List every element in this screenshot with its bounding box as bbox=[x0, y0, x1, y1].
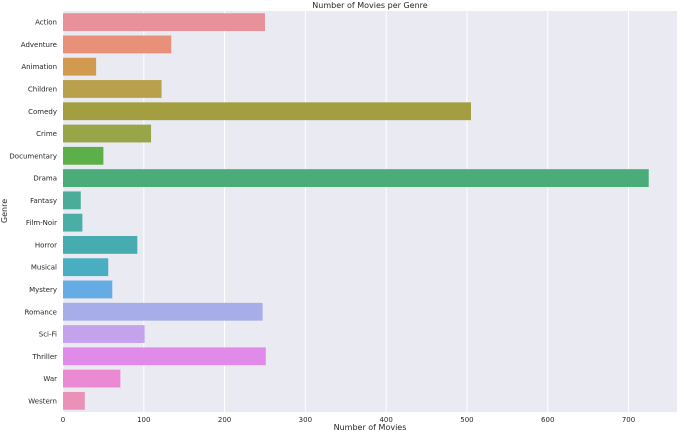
y-tick-label: Action bbox=[35, 19, 57, 27]
y-tick-label: Musical bbox=[31, 264, 57, 272]
y-tick-label: Mystery bbox=[29, 286, 57, 294]
y-tick-label: Romance bbox=[24, 308, 57, 316]
x-tick-label: 600 bbox=[541, 416, 554, 424]
bar-animation bbox=[63, 57, 97, 76]
y-tick-label: Children bbox=[28, 85, 57, 93]
y-tick-label: Horror bbox=[35, 241, 57, 249]
bar-documentary bbox=[63, 146, 104, 165]
y-tick-label: Comedy bbox=[28, 108, 57, 116]
x-tick-label: 200 bbox=[218, 416, 231, 424]
plot-background bbox=[63, 11, 677, 412]
x-tick-label: 300 bbox=[299, 416, 312, 424]
x-tick-labels: 0 100 200 300 400 500 600 700 bbox=[61, 416, 635, 424]
y-tick-label: Thriller bbox=[31, 353, 57, 361]
y-tick-label: Sci-Fi bbox=[39, 331, 57, 339]
y-tick-label: Animation bbox=[21, 63, 57, 71]
bar-sci-fi bbox=[63, 325, 145, 343]
x-axis-label: Number of Movies bbox=[334, 423, 407, 432]
y-tick-label: Adventure bbox=[21, 41, 57, 49]
bar-fantasy bbox=[63, 191, 81, 210]
y-tick-labels: Action Adventure Animation Children Comedy Cr… bbox=[9, 19, 57, 406]
bar-horror bbox=[63, 236, 138, 254]
y-tick-label: Documentary bbox=[9, 152, 57, 160]
bar-film-noir bbox=[63, 213, 83, 232]
y-tick-label: Film-Noir bbox=[26, 219, 57, 227]
y-tick-label: Drama bbox=[33, 175, 57, 183]
bar-western bbox=[63, 391, 85, 410]
bar-children bbox=[63, 80, 162, 98]
y-axis-label: Genre bbox=[0, 199, 9, 223]
bar-war bbox=[63, 369, 121, 388]
x-tick-label: 500 bbox=[460, 416, 473, 424]
bar-adventure bbox=[63, 35, 172, 54]
bar-musical bbox=[63, 258, 109, 277]
bar-crime bbox=[63, 124, 152, 143]
chart-title: Number of Movies per Genre bbox=[312, 1, 427, 10]
y-tick-label: Fantasy bbox=[30, 197, 57, 205]
x-tick-label: 100 bbox=[137, 416, 150, 424]
bar-mystery bbox=[63, 280, 113, 299]
bar-comedy bbox=[63, 102, 471, 121]
bar-drama bbox=[63, 169, 649, 187]
y-tick-label: Crime bbox=[36, 130, 57, 138]
bars bbox=[63, 13, 649, 410]
x-tick-label: 0 bbox=[61, 416, 65, 424]
x-tick-label: 400 bbox=[379, 416, 392, 424]
y-tick-label: War bbox=[43, 375, 57, 383]
x-tick-label: 700 bbox=[622, 416, 635, 424]
bar-action bbox=[63, 13, 265, 32]
bar-thriller bbox=[63, 347, 266, 366]
y-tick-label: Western bbox=[28, 397, 57, 405]
x-gridlines bbox=[62, 11, 630, 412]
bar-romance bbox=[63, 302, 263, 321]
